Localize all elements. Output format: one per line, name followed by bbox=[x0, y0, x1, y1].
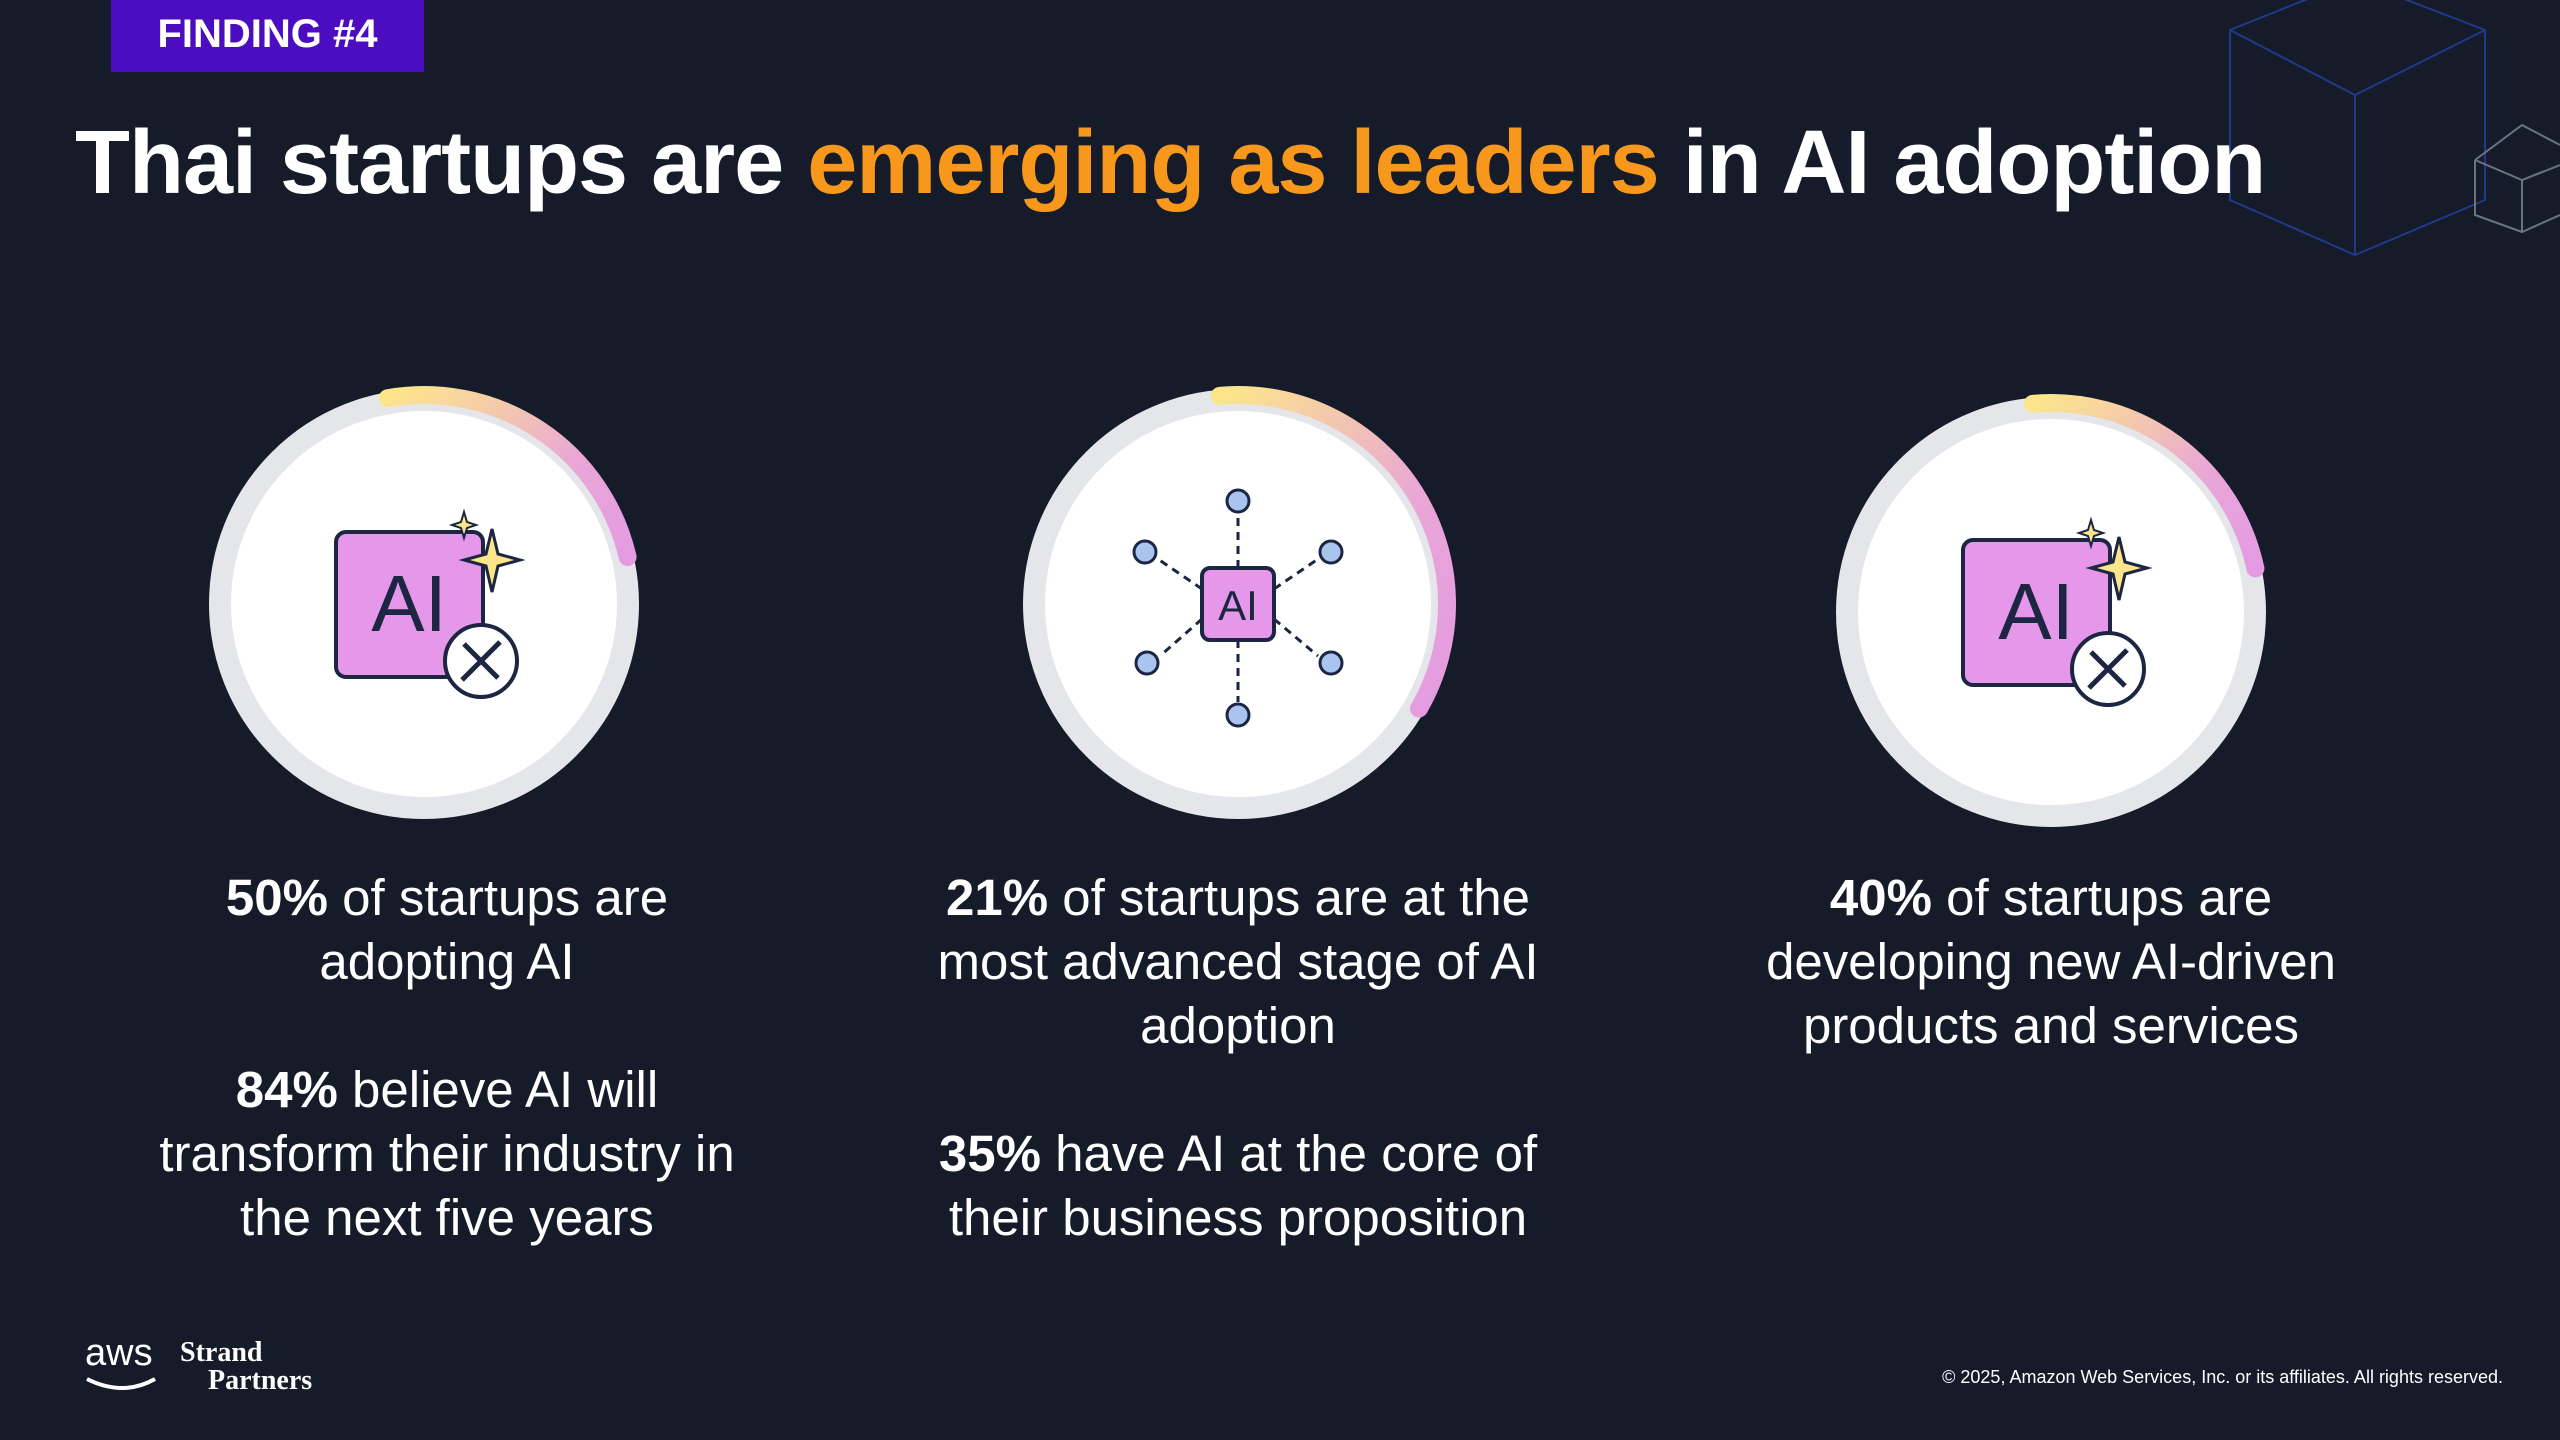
stat: 35% have AI at the core of their busines… bbox=[928, 1122, 1548, 1250]
partner-logo: Strand bbox=[180, 1337, 263, 1368]
stat-figure: 84% bbox=[235, 1061, 338, 1118]
stat-figure: 35% bbox=[938, 1125, 1041, 1182]
title-text: in AI adoption bbox=[1682, 113, 2267, 213]
copyright: © 2025, Amazon Web Services, Inc. or its… bbox=[1942, 1367, 2503, 1387]
partner-logo: Partners bbox=[208, 1365, 312, 1396]
stat-text: of startups are developing new AI-driven… bbox=[1766, 869, 2336, 1054]
stat: 84% believe AI will transform their indu… bbox=[137, 1058, 757, 1250]
stat: 50% of startups are adopting AI bbox=[137, 866, 757, 994]
stat-column: 50% of startups are adopting AI 84% belie… bbox=[137, 866, 757, 1314]
stat: 40% of startups are developing new AI-dr… bbox=[1741, 866, 2361, 1058]
icon-label: AI bbox=[1998, 567, 2074, 656]
icon-label: AI bbox=[1218, 582, 1258, 629]
aws-logo: aws bbox=[85, 1335, 153, 1374]
stat: 21% of startups are at the most advanced… bbox=[928, 866, 1548, 1058]
stat-figure: 21% bbox=[945, 869, 1049, 926]
stat-column: 21% of startups are at the most advanced… bbox=[928, 866, 1548, 1314]
title-highlight: emerging as leaders bbox=[807, 113, 1659, 213]
stat-text: of startups are adopting AI bbox=[319, 869, 669, 990]
stat-text: believe AI will transform their industry… bbox=[159, 1061, 735, 1246]
title-text: Thai startups are bbox=[75, 113, 784, 213]
icon-label: AI bbox=[371, 559, 447, 648]
badge: FINDING #4 bbox=[111, 0, 424, 72]
logos: aws Strand Partners bbox=[85, 1335, 312, 1396]
icon-ring: AI bbox=[209, 386, 639, 819]
stat-text: have AI at the core of their business pr… bbox=[948, 1125, 1538, 1246]
stat-column: 40% of startups are developing new AI-dr… bbox=[1741, 866, 2361, 1122]
cube-decoration bbox=[2229, 0, 2560, 257]
icon-ring: AI bbox=[1023, 386, 1456, 819]
icon-ring: AI bbox=[1836, 394, 2266, 827]
stat-text: of startups are at the most advanced sta… bbox=[937, 869, 1539, 1054]
title: Thai startups are emerging as leaders in… bbox=[75, 112, 2267, 215]
stat-figure: 50% bbox=[225, 869, 328, 926]
stat-figure: 40% bbox=[1829, 869, 1932, 926]
